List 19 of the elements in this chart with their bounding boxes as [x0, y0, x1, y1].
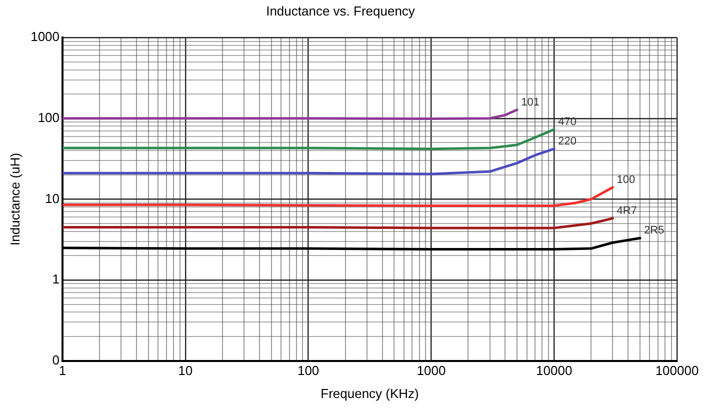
x-axis-title: Frequency (KHz) [320, 386, 419, 401]
x-tick-label: 100 [297, 363, 320, 378]
chart-title: Inductance vs. Frequency [266, 3, 416, 18]
series-label: 470 [558, 116, 576, 128]
y-tick-label: 1000 [30, 29, 60, 44]
y-axis-title: Inductance (uH) [7, 152, 22, 246]
series-label: 101 [521, 96, 540, 108]
y-tick-label: 0 [52, 352, 60, 368]
y-tick-label: 100 [38, 110, 60, 125]
x-tick-label: 1000 [416, 363, 446, 378]
x-tick-label: 10 [178, 363, 193, 378]
y-tick-label: 10 [45, 190, 60, 206]
x-tick-label: 100000 [655, 363, 699, 378]
series-label: 220 [558, 135, 576, 148]
y-tick-label: 1 [52, 272, 60, 287]
series-label: 2R5 [644, 224, 664, 237]
series-label: 100 [616, 174, 636, 186]
x-tick-label: 10000 [536, 363, 572, 378]
series-label: 4R7 [616, 204, 637, 217]
